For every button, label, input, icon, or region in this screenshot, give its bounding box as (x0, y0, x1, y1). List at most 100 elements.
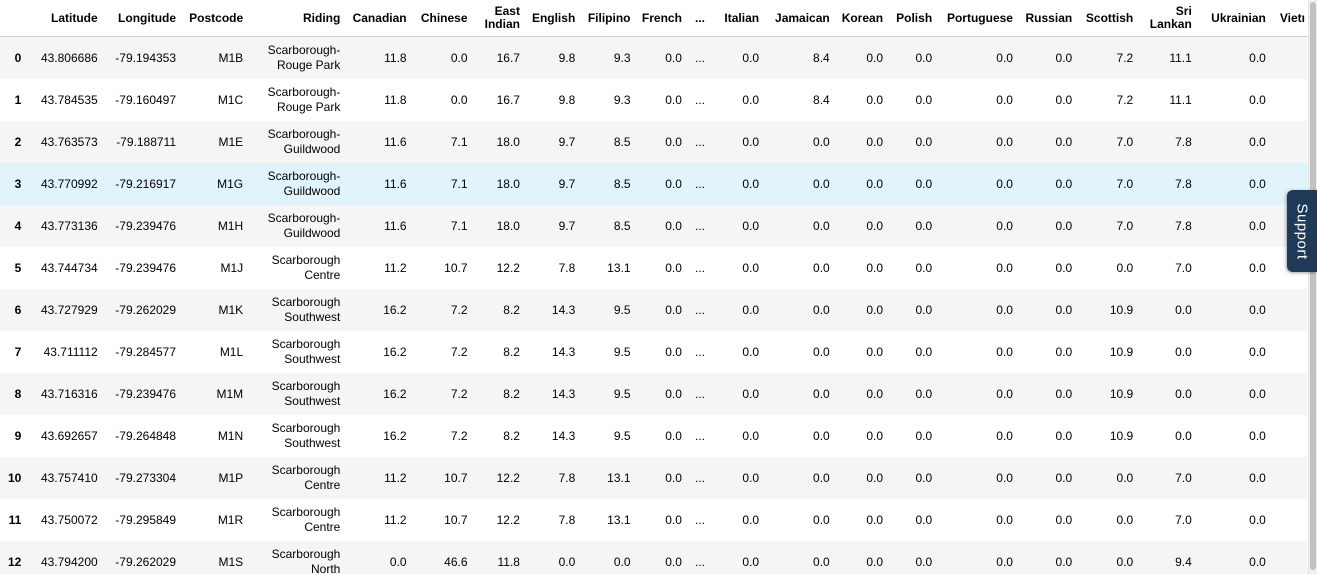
cell-french: 0.0 (665, 261, 682, 275)
cell-lon: -79.284577 (115, 345, 177, 359)
column-header-chinese: Chinese (410, 0, 472, 37)
cell-italian: 0.0 (742, 345, 760, 359)
cell-lon: -79.216917 (115, 177, 177, 191)
cell-french: 0.0 (665, 429, 682, 443)
cell-english: 9.7 (558, 135, 576, 149)
row-index: 3 (14, 177, 22, 191)
cell-chinese: 7.2 (450, 345, 468, 359)
cell-polish: 0.0 (915, 261, 933, 275)
cell-korean: 0.0 (866, 345, 884, 359)
cell-lon: -79.273304 (115, 471, 177, 485)
cell-french: 0.0 (665, 177, 682, 191)
cell-vietnamese (1270, 331, 1309, 373)
cell-russian: 0.0 (1055, 555, 1073, 569)
scrollbar-thumb[interactable] (1310, 2, 1316, 570)
cell-ellipsis: ... (695, 177, 706, 191)
cell-east-indian: 18.0 (496, 177, 520, 191)
cell-sri-lankan: 7.0 (1175, 513, 1192, 527)
column-header-russian: Russian (1016, 0, 1077, 37)
cell-polish: 0.0 (915, 471, 933, 485)
cell-postcode: M1K (218, 303, 244, 317)
cell-ukrainian: 0.0 (1249, 177, 1266, 191)
cell-filipino: 9.5 (613, 387, 631, 401)
vertical-scrollbar[interactable] (1308, 0, 1317, 574)
cell-sri-lankan: 9.4 (1175, 555, 1192, 569)
cell-scottish: 10.9 (1109, 387, 1134, 401)
cell-riding: Scarborough-Rouge Park (267, 43, 341, 72)
cell-ukrainian: 0.0 (1249, 555, 1266, 569)
cell-ukrainian: 0.0 (1249, 303, 1266, 317)
table-row: 11 43.750072 -79.295849 M1R Scarborough Cent… (0, 499, 1309, 541)
cell-korean: 0.0 (866, 51, 884, 65)
cell-filipino: 9.5 (613, 303, 631, 317)
row-index: 8 (14, 387, 22, 401)
cell-sri-lankan: 0.0 (1175, 345, 1192, 359)
row-index: 5 (14, 261, 22, 275)
cell-portuguese: 0.0 (996, 471, 1013, 485)
cell-portuguese: 0.0 (996, 513, 1013, 527)
cell-vietnamese (1270, 37, 1309, 80)
cell-russian: 0.0 (1055, 177, 1073, 191)
cell-east-indian: 8.2 (503, 429, 520, 443)
cell-korean: 0.0 (866, 261, 884, 275)
cell-sri-lankan: 7.0 (1175, 471, 1192, 485)
cell-french: 0.0 (665, 345, 682, 359)
cell-east-indian: 12.2 (496, 261, 520, 275)
cell-lon: -79.262029 (115, 555, 177, 569)
cell-chinese: 7.2 (450, 387, 468, 401)
cell-lon: -79.160497 (115, 93, 177, 107)
cell-english: 9.8 (558, 93, 576, 107)
cell-french: 0.0 (665, 219, 682, 233)
row-index: 12 (7, 555, 22, 569)
cell-polish: 0.0 (915, 51, 933, 65)
cell-korean: 0.0 (866, 135, 884, 149)
cell-postcode: M1E (218, 135, 244, 149)
column-header-jamaican: Jamaican (763, 0, 834, 37)
cell-italian: 0.0 (742, 387, 760, 401)
cell-chinese: 7.1 (450, 177, 468, 191)
cell-canadian: 16.2 (383, 303, 407, 317)
cell-english: 14.3 (551, 345, 576, 359)
cell-portuguese: 0.0 (996, 303, 1013, 317)
cell-east-indian: 11.8 (497, 555, 520, 569)
cell-korean: 0.0 (866, 219, 884, 233)
cell-polish: 0.0 (915, 177, 933, 191)
cell-english: 9.7 (558, 219, 576, 233)
cell-jamaican: 0.0 (813, 555, 830, 569)
cell-lat: 43.773136 (40, 219, 98, 233)
cell-english: 7.8 (558, 261, 576, 275)
row-index: 7 (14, 345, 22, 359)
cell-polish: 0.0 (915, 303, 933, 317)
cell-canadian: 11.6 (384, 177, 407, 191)
cell-scottish: 0.0 (1116, 471, 1134, 485)
cell-polish: 0.0 (915, 219, 933, 233)
cell-east-indian: 8.2 (503, 345, 520, 359)
column-header-polish: Polish (887, 0, 937, 37)
cell-vietnamese (1270, 373, 1309, 415)
cell-canadian: 11.2 (384, 513, 407, 527)
cell-scottish: 10.9 (1109, 303, 1134, 317)
cell-english: 0.0 (558, 555, 576, 569)
cell-jamaican: 0.0 (813, 219, 830, 233)
table-row: 9 43.692657 -79.264848 M1N Scarborough South… (0, 415, 1309, 457)
cell-english: 9.7 (558, 177, 576, 191)
support-tab[interactable]: Support (1287, 190, 1317, 272)
cell-korean: 0.0 (866, 555, 884, 569)
cell-postcode: M1S (218, 555, 244, 569)
cell-french: 0.0 (665, 51, 682, 65)
column-header-portuguese: Portuguese (936, 0, 1017, 37)
cell-portuguese: 0.0 (996, 387, 1013, 401)
cell-ukrainian: 0.0 (1249, 93, 1266, 107)
cell-riding: Scarborough Centre (271, 505, 341, 534)
cell-ellipsis: ... (695, 555, 706, 569)
cell-lon: -79.239476 (115, 261, 177, 275)
cell-russian: 0.0 (1055, 261, 1073, 275)
cell-lat: 43.784535 (40, 93, 98, 107)
column-header-canadian: Canadian (344, 0, 411, 37)
cell-sri-lankan: 0.0 (1175, 387, 1192, 401)
cell-postcode: M1P (218, 471, 244, 485)
cell-filipino: 8.5 (613, 135, 631, 149)
cell-ukrainian: 0.0 (1249, 51, 1266, 65)
cell-filipino: 13.1 (607, 261, 631, 275)
table-row: 6 43.727929 -79.262029 M1K Scarborough South… (0, 289, 1309, 331)
